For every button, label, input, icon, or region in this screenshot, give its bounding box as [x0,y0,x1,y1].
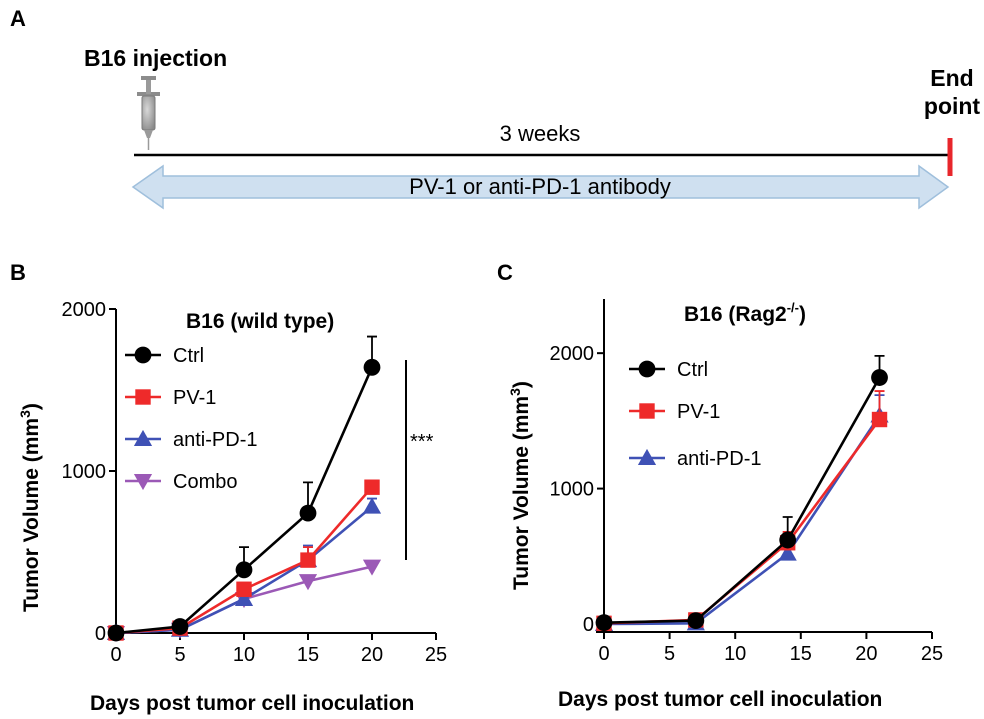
panel-label-a: A [10,6,26,31]
chart-b-plot: 0 5 10 15 20 25 0 1000 2000 [62,299,448,666]
series-line [603,376,881,624]
y-tick-label: 1000 [550,479,595,501]
series-ctrl [107,335,381,642]
legend-marker [133,474,153,491]
data-point [298,574,318,591]
data-point [871,411,888,428]
data-point [235,561,253,579]
legend-b-antipd1: anti-PD-1 [173,429,257,451]
series-pv-1 [596,390,888,632]
legend-marker [134,346,152,364]
significance-label: *** [410,431,434,453]
data-point [778,544,797,561]
panel-label-c: C [497,260,513,285]
series-line [603,414,881,626]
chart-b-xlabel: Days post tumor cell inoculation [90,692,414,715]
x-tick-label: 5 [174,644,185,666]
panel-b: B B16 (wild type) *** Days post tumor ce… [10,260,447,715]
data-point [299,504,317,522]
x-tick-label: 20 [361,644,383,666]
series-ctrl [595,354,888,632]
legend-c-ctrl: Ctrl [677,359,708,381]
chart-c-legend: Ctrl PV-1 anti-PD-1 [629,359,761,470]
data-point [107,624,125,642]
legend-marker [639,403,655,419]
panel-c: C B16 (Rag2-/-) Days post tumor cell ino… [497,260,943,711]
data-point [236,581,252,597]
chart-b-legend: Ctrl PV-1 anti-PD-1 Combo [125,345,257,493]
x-tick-label: 0 [598,643,609,665]
y-tick-label: 2000 [550,343,595,365]
x-tick-label: 10 [724,643,746,665]
legend-c-antipd1: anti-PD-1 [677,448,761,470]
y-tick-label: 1000 [62,461,107,483]
end-label-line2: point [924,93,981,119]
data-point [595,614,613,632]
data-point [363,358,381,376]
x-tick-label: 5 [664,643,675,665]
legend-b-ctrl: Ctrl [173,345,204,367]
y-tick-label: 0 [583,614,594,636]
data-point [234,589,254,606]
chart-c-plot: 0 5 10 15 20 25 0 1000 2000 [550,299,943,665]
x-tick-label: 15 [790,643,812,665]
x-tick-label: 25 [921,643,943,665]
x-tick-label: 10 [233,644,255,666]
y-tick-label: 0 [95,623,106,645]
legend-b-combo: Combo [173,471,237,493]
treatment-arrow [131,164,950,210]
duration-label: 3 weeks [500,121,581,146]
chart-b-ylabel: Tumor Volume (mm3) [17,403,43,612]
legend-marker [638,360,656,378]
data-point [871,369,888,386]
panel-a: A B16 injection End point 3 weeks PV-1 o… [10,6,981,210]
chart-c-ylabel: Tumor Volume (mm3) [507,381,533,590]
legend-b-pv1: PV-1 [173,387,216,409]
syringe-icon [137,76,160,150]
data-point [300,552,316,568]
series-anti-pd-1 [594,394,889,631]
treatment-label: PV-1 or anti-PD-1 antibody [409,174,671,199]
chart-c-xlabel: Days post tumor cell inoculation [558,688,882,711]
data-point [779,531,797,549]
legend-c-pv1: PV-1 [677,401,720,423]
end-label-line1: End [930,65,973,91]
chart-b-title: B16 (wild type) [186,310,334,333]
panel-label-b: B [10,260,26,285]
data-point [362,559,382,576]
y-tick-label: 2000 [62,299,107,321]
data-point [171,618,189,635]
data-point [687,612,705,630]
x-tick-label: 0 [110,644,121,666]
x-tick-label: 25 [425,644,447,666]
data-point [364,479,380,495]
data-point [362,497,382,514]
legend-marker [637,448,657,465]
injection-label: B16 injection [84,45,227,71]
legend-marker [133,429,153,446]
legend-marker [135,389,151,405]
chart-c-title: B16 (Rag2-/-) [684,300,806,326]
x-tick-label: 15 [297,644,319,666]
x-tick-label: 20 [855,643,877,665]
